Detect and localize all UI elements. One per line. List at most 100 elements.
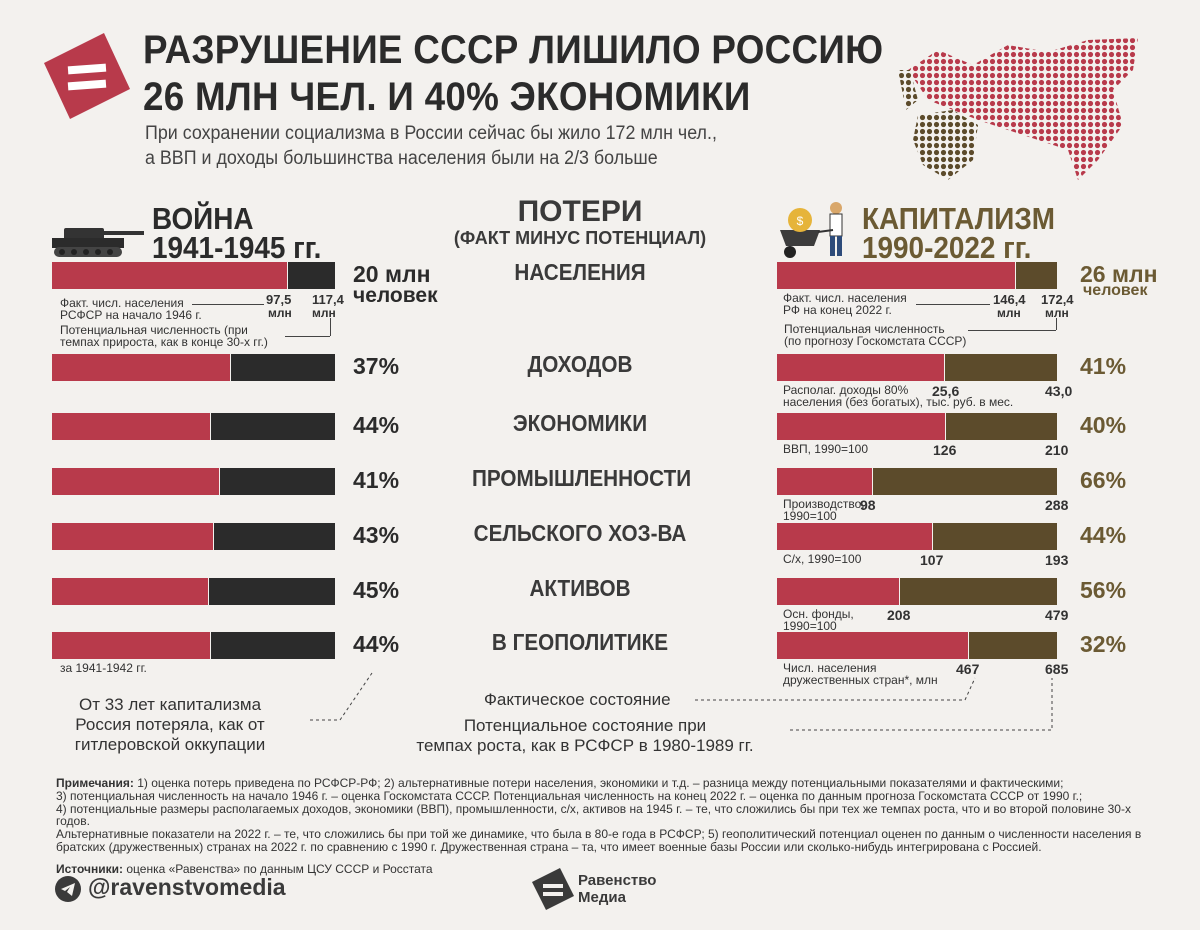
cap-potential-value: 288 bbox=[1045, 497, 1068, 513]
notes-line1: Примечания: 1) оценка потерь приведена п… bbox=[56, 777, 1156, 790]
cap-potential-leader-v bbox=[1056, 318, 1057, 330]
cap-row-note-line: РФ на конец 2022 г. bbox=[783, 304, 907, 316]
cap-potential-value: 193 bbox=[1045, 552, 1068, 568]
war-population-actual-unit: млн bbox=[268, 306, 292, 320]
war-population-note-actual: Факт. числ. населения РСФСР на начало 19… bbox=[60, 297, 202, 321]
cap-loss-label: 32% bbox=[1080, 631, 1126, 658]
cap-bar-actual bbox=[777, 354, 945, 381]
title-line1: РАЗРУШЕНИЕ СССР ЛИШИЛО РОССИЮ bbox=[143, 28, 883, 73]
war-bar-actual bbox=[52, 578, 209, 605]
cap-row-note-line: ВВП, 1990=100 bbox=[783, 443, 868, 455]
war-population-note-potential: Потенциальная численность (при темпах пр… bbox=[60, 324, 268, 348]
moneybag-wheelbarrow-icon: $ bbox=[778, 200, 858, 265]
notes-text1: 1) оценка потерь приведена по РСФСР-РФ; … bbox=[134, 776, 1064, 790]
losses-subtitle: (ФАКТ МИНУС ПОТЕНЦИАЛ) bbox=[440, 228, 720, 249]
war-bar-actual bbox=[52, 632, 211, 659]
telegram-icon[interactable] bbox=[55, 876, 81, 902]
title-line2: 26 МЛН ЧЕЛ. И 40% ЭКОНОМИКИ bbox=[143, 75, 751, 120]
war-bar-actual bbox=[52, 262, 288, 289]
war-population-potential-unit: млн bbox=[312, 306, 336, 320]
brand-name: Равенство Медиа bbox=[578, 872, 656, 906]
cap-potential-value: 43,0 bbox=[1045, 383, 1072, 399]
notes-block: Примечания: 1) оценка потерь приведена п… bbox=[56, 777, 1156, 876]
war-potential-leader-v bbox=[330, 318, 331, 336]
svg-text:$: $ bbox=[797, 214, 804, 228]
war-population-potential-value: 117,4 bbox=[312, 292, 344, 307]
cap-row-note-line: населения (без богатых), тыс. руб. в мес… bbox=[783, 396, 1013, 408]
tank-icon bbox=[50, 218, 146, 263]
war-geo-note: за 1941-1942 гг. bbox=[60, 662, 147, 674]
cap-row-note: ВВП, 1990=100 bbox=[783, 443, 868, 455]
cap-actual-unit: млн bbox=[997, 306, 1021, 320]
war-loss-label: 41% bbox=[353, 467, 399, 494]
war-period: 1941-1945 гг. bbox=[152, 232, 321, 264]
war-bar-actual bbox=[52, 523, 214, 550]
category-label: ПРОМЫШЛЕННОСТИ bbox=[472, 465, 688, 492]
social-handle[interactable]: @ravenstvomedia bbox=[88, 874, 286, 901]
category-label: ЭКОНОМИКИ bbox=[472, 410, 688, 437]
losses-title: ПОТЕРИ bbox=[460, 195, 700, 229]
war-comparison-line2: Россия потеряла, как от bbox=[40, 715, 300, 735]
cap-loss-label: 66% bbox=[1080, 467, 1126, 494]
war-loss-label: 44% bbox=[353, 631, 399, 658]
cap-population-note-potential-line2: (по прогнозу Госкомстата СССР) bbox=[784, 335, 966, 347]
equals-sign-logo-icon bbox=[44, 33, 130, 119]
war-comparison-line3: гитлеровской оккупации bbox=[40, 735, 300, 755]
cap-bar-actual bbox=[777, 578, 900, 605]
war-potential-leader bbox=[285, 336, 330, 337]
legend-actual: Фактическое состояние bbox=[484, 690, 671, 710]
notes-label: Примечания: bbox=[56, 776, 134, 790]
cap-loss-label-extra: человек bbox=[1083, 282, 1147, 300]
war-population-note-actual-line2: РСФСР на начало 1946 г. bbox=[60, 309, 202, 321]
cap-bar-actual bbox=[777, 413, 946, 440]
cap-bar-actual bbox=[777, 523, 933, 550]
legend-leaders bbox=[690, 660, 1070, 740]
cap-row-note: Факт. числ. населения РФ на конец 2022 г. bbox=[783, 292, 907, 316]
brand-name-line2: Медиа bbox=[578, 889, 656, 906]
cap-potential-value: 172,4 bbox=[1041, 292, 1074, 307]
war-comparison-note: От 33 лет капитализма Россия потеряла, к… bbox=[40, 695, 300, 755]
cap-bar-actual bbox=[777, 632, 969, 659]
category-label: В ГЕОПОЛИТИКЕ bbox=[472, 629, 688, 656]
war-bar-actual bbox=[52, 468, 220, 495]
cap-loss-label: 41% bbox=[1080, 353, 1126, 380]
cap-row-note-line: 1990=100 bbox=[783, 620, 854, 632]
cap-row-note: Располаг. доходы 80% населения (без богат… bbox=[783, 384, 1013, 408]
cap-loss-label: 56% bbox=[1080, 577, 1126, 604]
cap-actual-value: 107 bbox=[920, 552, 943, 568]
category-label: АКТИВОВ bbox=[472, 575, 688, 602]
war-comparison-line1: От 33 лет капитализма bbox=[40, 695, 300, 715]
cap-loss-label: 44% bbox=[1080, 522, 1126, 549]
war-loss-label: 43% bbox=[353, 522, 399, 549]
cap-actual-value: 146,4 bbox=[993, 292, 1026, 307]
war-loss-label-extra: человек bbox=[353, 284, 438, 308]
cap-row-note: С/х, 1990=100 bbox=[783, 553, 861, 565]
capitalism-period: 1990-2022 гг. bbox=[862, 232, 1031, 264]
war-loss-label: 45% bbox=[353, 577, 399, 604]
cap-potential-value: 210 bbox=[1045, 442, 1068, 458]
cap-bar-actual bbox=[777, 468, 873, 495]
cap-row-note: Производство, 1990=100 bbox=[783, 498, 865, 522]
category-label: НАСЕЛЕНИЯ bbox=[472, 259, 688, 286]
cap-potential-value: 479 bbox=[1045, 607, 1068, 623]
cap-actual-value: 208 bbox=[887, 607, 910, 623]
war-loss-label: 37% bbox=[353, 353, 399, 380]
cap-actual-leader bbox=[916, 304, 990, 305]
notes-line2: 3) потенциальная численность на начало 1… bbox=[56, 790, 1156, 803]
brand-name-line1: Равенство bbox=[578, 872, 656, 889]
cap-bar-actual bbox=[777, 262, 1016, 289]
cap-row-note-line: С/х, 1990=100 bbox=[783, 553, 861, 565]
cap-row-note: Осн. фонды, 1990=100 bbox=[783, 608, 854, 632]
notes-line3: 4) потенциальные размеры располагаемых д… bbox=[56, 803, 1156, 829]
war-bar-actual bbox=[52, 354, 231, 381]
russia-map-icon bbox=[898, 30, 1143, 195]
subtitle-line2: а ВВП и доходы большинства населения был… bbox=[145, 148, 658, 170]
notes-line5: братских (дружественных) странах на 2022… bbox=[56, 841, 1156, 854]
war-actual-leader bbox=[192, 304, 264, 305]
cap-actual-value: 126 bbox=[933, 442, 956, 458]
logo bbox=[44, 33, 130, 119]
category-label: ДОХОДОВ bbox=[472, 351, 688, 378]
war-comparison-leader bbox=[300, 665, 380, 725]
war-bar-actual bbox=[52, 413, 211, 440]
cap-loss-label: 40% bbox=[1080, 412, 1126, 439]
